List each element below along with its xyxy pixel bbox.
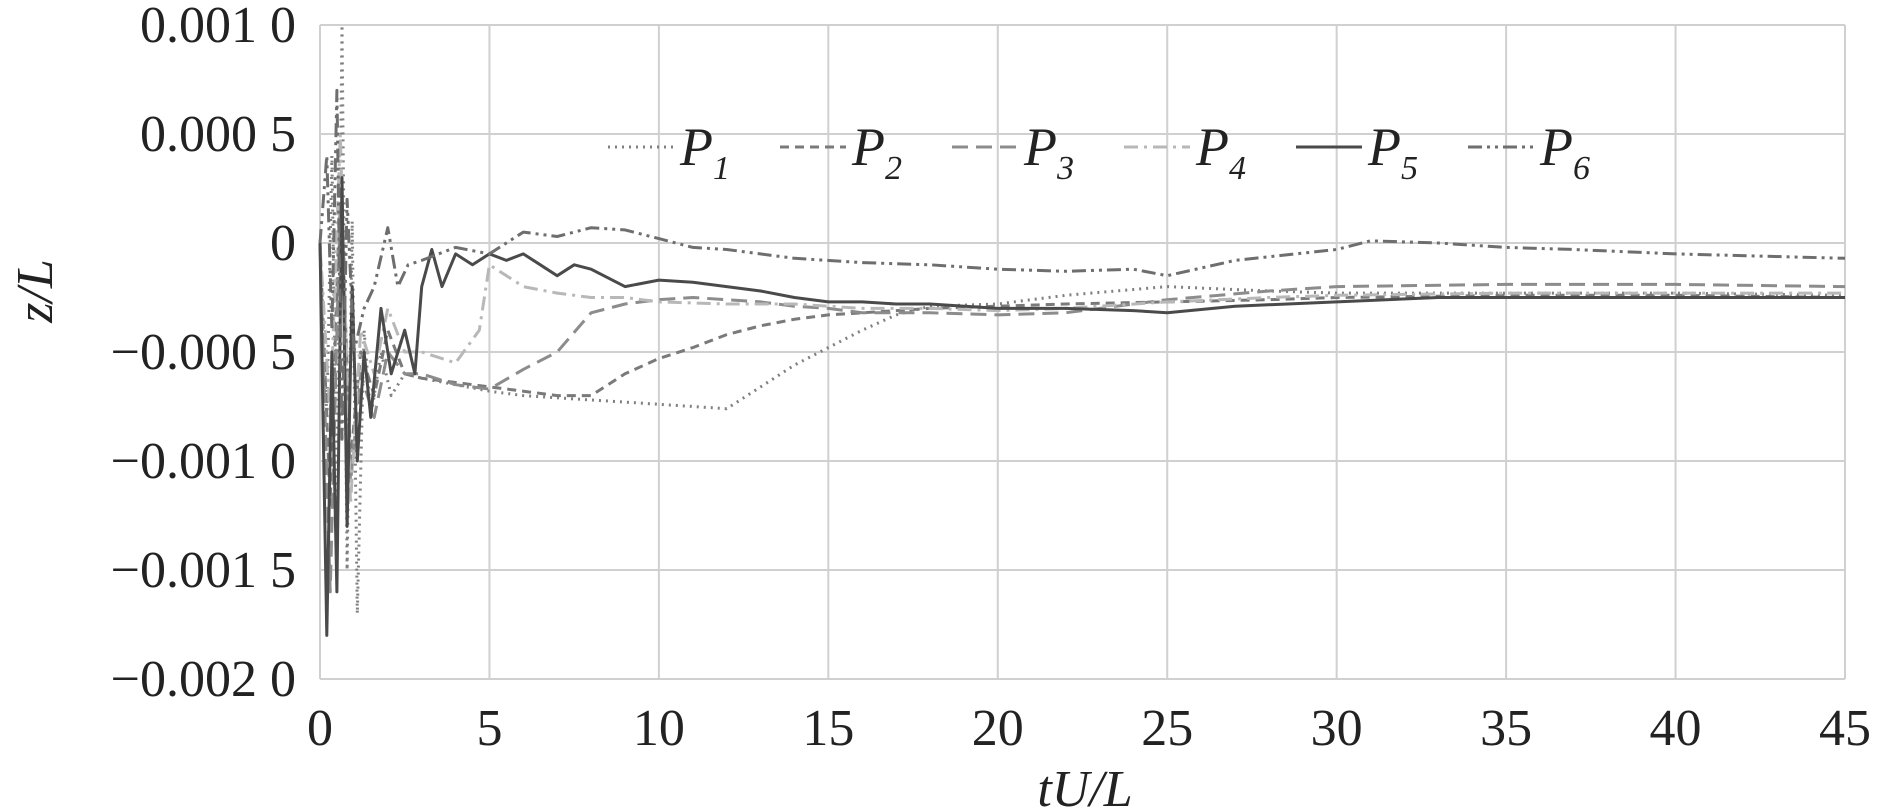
y-tick-label: −0.001 0 (111, 433, 296, 490)
series-line-p6 (318, 88, 1846, 441)
x-tick-label: 20 (972, 700, 1024, 757)
legend-label: P6 (1539, 117, 1590, 187)
x-tick-label: 25 (1141, 700, 1193, 757)
y-tick-label: −0.001 5 (111, 542, 296, 599)
grid-lines (319, 24, 1846, 680)
series-line-p1 (318, 23, 1846, 616)
x-tick-labels: 0 5 10 15 20 25 30 35 40 45 (307, 700, 1871, 757)
y-tick-label: −0.000 5 (111, 324, 296, 381)
y-tick-label: −0.002 0 (111, 651, 296, 708)
x-tick-label: 0 (307, 700, 333, 757)
y-tick-labels: 0.001 0 0.000 5 0 −0.000 5 −0.001 0 −0.001 5 −… (111, 0, 296, 708)
x-tick-label: 5 (476, 700, 502, 757)
series-line-p2 (318, 176, 1846, 507)
x-tick-label: 35 (1480, 700, 1532, 757)
legend-label: P1 (679, 117, 730, 187)
legend-subscript: 2 (885, 150, 902, 187)
legend-label: P2 (851, 117, 902, 187)
series-lines (318, 23, 1846, 637)
x-tick-label: 10 (633, 700, 685, 757)
series-line-p3 (318, 197, 1846, 594)
y-axis-title: z/L (7, 259, 64, 324)
x-tick-label: 15 (802, 700, 854, 757)
x-tick-label: 40 (1650, 700, 1702, 757)
legend-subscript: 6 (1573, 150, 1590, 187)
y-tick-label: 0.000 5 (140, 106, 296, 163)
legend-label: P4 (1195, 117, 1246, 187)
legend-label: P3 (1023, 117, 1074, 187)
series-line-p5 (318, 176, 1845, 637)
legend-subscript: 3 (1056, 150, 1074, 187)
legend-subscript: 4 (1229, 150, 1246, 187)
legend-subscript: 1 (713, 150, 730, 187)
x-tick-label: 45 (1819, 700, 1871, 757)
series-line-p4 (318, 132, 1845, 507)
y-tick-label: 0.001 0 (140, 0, 296, 54)
legend-subscript: 5 (1401, 150, 1418, 187)
x-axis-title: tU/L (1037, 761, 1132, 810)
y-tick-label: 0 (270, 215, 296, 272)
legend-label: P5 (1367, 117, 1418, 187)
legend: P1 P2 P3 P4 P5 P6 (608, 117, 1590, 187)
x-tick-label: 30 (1311, 700, 1363, 757)
